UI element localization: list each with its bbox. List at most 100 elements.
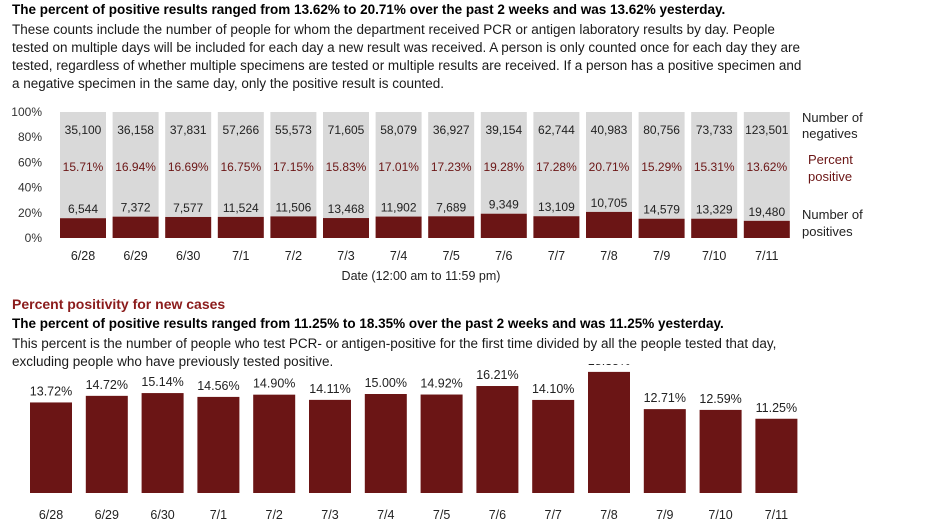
percent-positive-label: 17.23% <box>431 160 472 174</box>
y-tick-label: 80% <box>18 130 42 144</box>
y-tick-label: 60% <box>18 155 42 169</box>
negatives-count-label: 40,983 <box>591 123 628 137</box>
positives-count-label: 14,579 <box>643 203 680 217</box>
positivity-bar <box>755 418 798 493</box>
x-tick-label: 7/6 <box>489 508 506 522</box>
x-tick-label: 7/4 <box>390 249 407 263</box>
x-tick-label: 7/10 <box>702 249 726 263</box>
positives-count-label: 11,902 <box>381 201 417 215</box>
x-tick-label: 7/9 <box>656 508 673 522</box>
positives-count-label: 13,329 <box>696 203 733 217</box>
positives-count-label: 13,109 <box>538 200 575 214</box>
negatives-count-label: 36,158 <box>117 123 154 137</box>
negatives-series-label: Number of negatives <box>802 110 863 141</box>
positives-count-label: 11,506 <box>275 200 311 214</box>
x-tick-label: 7/3 <box>321 508 338 522</box>
series-label-line: positives <box>802 224 853 239</box>
positivity-bar <box>141 393 184 493</box>
positivity-value-label: 16.21% <box>476 368 518 382</box>
positivity-bar <box>197 396 240 493</box>
positives-count-label: 7,689 <box>436 200 466 214</box>
x-tick-label: 7/10 <box>708 508 732 522</box>
positives-series-label: Number of positives <box>802 207 863 239</box>
negative-bar-segment <box>270 112 317 217</box>
positive-bar-segment <box>112 216 159 238</box>
negative-bar-segment <box>217 112 264 217</box>
series-label-line: Number of <box>802 110 863 125</box>
series-label-line: positive <box>808 169 852 184</box>
chart1-description-line: tested, regardless of whether multiple s… <box>12 58 802 73</box>
chart1-description-line: These counts include the number of peopl… <box>12 22 775 37</box>
stacked-bar-chart: 100% 80% 60% 40% 20% 0% 35,100 15.71% 6,544 6/28 3… <box>11 105 863 283</box>
positive-bar-segment <box>638 218 685 238</box>
negative-bar-segment <box>428 112 475 217</box>
positive-bar-segment <box>375 216 422 238</box>
chart1-headline: The percent of positive results ranged f… <box>12 2 726 17</box>
positivity-bar <box>588 371 630 493</box>
negative-bar-segment <box>691 112 738 219</box>
negative-bar-segment <box>60 112 106 219</box>
positive-bar-segment <box>586 211 632 238</box>
positives-count-label: 19,480 <box>748 205 785 219</box>
negatives-count-label: 123,501 <box>745 123 789 137</box>
percent-positive-label: 20.71% <box>589 160 630 174</box>
percent-positive-label: 17.28% <box>536 160 577 174</box>
percent-positive-label: 16.69% <box>168 160 209 174</box>
x-tick-label: 6/30 <box>150 508 174 522</box>
positives-count-label: 7,577 <box>173 201 203 215</box>
positive-bar-segment <box>691 218 738 238</box>
x-tick-label: 7/5 <box>443 249 460 263</box>
positives-count-label: 13,468 <box>328 202 365 216</box>
x-tick-label: 7/8 <box>600 508 617 522</box>
positivity-value-label: 18.35% <box>588 364 630 368</box>
chart2-title: Percent positivity for new cases <box>12 296 226 312</box>
negatives-count-label: 36,927 <box>433 123 470 137</box>
positivity-value-label: 14.56% <box>197 379 239 393</box>
x-tick-label: 7/11 <box>755 249 778 263</box>
percent-positive-label: 16.75% <box>220 160 261 174</box>
series-label-line: negatives <box>802 126 858 141</box>
chart2-description-line: excluding people who have previously tes… <box>12 354 334 369</box>
negatives-count-label: 62,744 <box>538 123 575 137</box>
negative-bar-segment <box>375 112 422 217</box>
chart2-description-line: This percent is the number of people who… <box>12 336 777 351</box>
positivity-value-label: 14.72% <box>86 378 128 392</box>
positivity-value-label: 13.72% <box>30 384 72 398</box>
positivity-value-label: 14.11% <box>309 382 350 396</box>
positives-count-label: 10,705 <box>591 196 628 210</box>
y-tick-label: 40% <box>18 181 42 195</box>
positives-count-label: 7,372 <box>121 201 151 215</box>
positives-count-label: 9,349 <box>489 198 519 212</box>
positivity-bar <box>364 394 407 493</box>
positives-count-label: 11,524 <box>223 201 259 215</box>
percent-positive-label: 15.29% <box>641 160 682 174</box>
positivity-bar <box>699 409 742 493</box>
x-tick-label: 7/3 <box>337 249 354 263</box>
positive-bar-segment <box>533 216 580 238</box>
positive-bar-segment <box>323 218 369 238</box>
x-tick-label: 6/28 <box>71 249 95 263</box>
positivity-bar <box>253 394 296 493</box>
positive-bar-segment <box>428 216 475 238</box>
x-tick-label: 7/2 <box>266 508 283 522</box>
positivity-bar <box>309 399 351 493</box>
positive-bar-segment <box>60 218 106 238</box>
x-tick-label: 6/29 <box>123 249 147 263</box>
x-tick-label: 6/30 <box>176 249 200 263</box>
negative-bar-segment <box>165 112 212 217</box>
percent-positive-label: 17.01% <box>378 160 419 174</box>
negative-bar-segment <box>743 112 790 221</box>
percent-positive-label: 15.31% <box>694 160 735 174</box>
percent-positive-label: 13.62% <box>746 160 787 174</box>
chart1-description: These counts include the number of peopl… <box>12 21 862 93</box>
positivity-bar <box>85 395 128 493</box>
chart1-description-line: a negative specimen in the same day, onl… <box>12 76 444 91</box>
negatives-count-label: 73,733 <box>696 123 733 137</box>
positivity-value-label: 15.00% <box>365 376 407 390</box>
series-label-line: Percent <box>808 152 853 167</box>
chart2-headline: The percent of positive results ranged f… <box>12 316 724 331</box>
positivity-value-label: 11.25% <box>756 401 797 415</box>
negatives-count-label: 80,756 <box>643 123 680 137</box>
x-tick-label: 7/7 <box>545 508 562 522</box>
negative-bar-segment <box>638 112 685 219</box>
